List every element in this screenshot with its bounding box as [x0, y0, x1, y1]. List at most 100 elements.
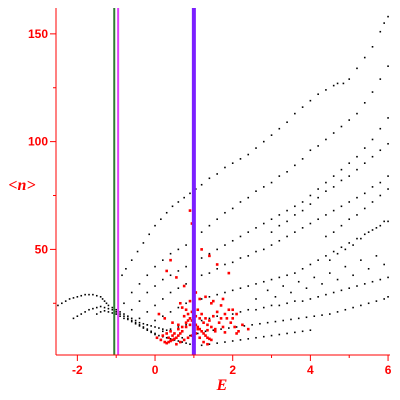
data-point [270, 244, 273, 246]
data-point [297, 280, 300, 283]
data-point [127, 317, 129, 320]
data-point [317, 296, 319, 298]
y-tick-label: 150 [28, 27, 48, 41]
data-point [224, 211, 226, 214]
data-point [255, 190, 257, 192]
data-point [301, 209, 304, 212]
data-point [76, 315, 79, 317]
data-point [189, 334, 191, 337]
highlight-point [169, 329, 172, 333]
highlight-point [171, 338, 174, 342]
data-point [88, 308, 90, 311]
highlight-point [198, 336, 201, 340]
highlight-point [213, 329, 217, 333]
data-point [342, 82, 345, 85]
highlight-point [165, 332, 168, 335]
data-point [255, 298, 257, 300]
data-point [367, 231, 370, 233]
data-point [309, 263, 312, 266]
data-point [325, 235, 327, 238]
data-point [332, 291, 335, 294]
data-point [189, 343, 191, 346]
data-point [360, 259, 362, 261]
highlight-point [206, 336, 209, 340]
data-point [115, 313, 117, 315]
highlight-point [196, 325, 200, 329]
data-point [95, 306, 98, 309]
data-point [68, 298, 71, 300]
data-point [154, 285, 156, 287]
highlight-point [200, 329, 203, 333]
data-point [329, 259, 331, 261]
data-point [309, 329, 312, 332]
data-point [270, 304, 273, 307]
data-point [200, 344, 203, 347]
data-point [88, 293, 90, 296]
data-point [216, 248, 218, 251]
highlight-point [196, 308, 200, 312]
data-point [107, 304, 110, 307]
highlight-point [178, 332, 182, 335]
highlight-point [227, 271, 231, 275]
data-point [332, 132, 335, 134]
data-point [286, 220, 288, 223]
data-point [270, 134, 273, 136]
highlight-point [204, 317, 207, 320]
data-point [208, 343, 211, 346]
data-point [127, 318, 129, 321]
highlight-point [208, 254, 211, 258]
data-point [321, 314, 323, 316]
highlight-point [211, 299, 215, 303]
data-point [344, 308, 347, 311]
data-point [363, 102, 366, 104]
data-point [325, 255, 327, 257]
data-point [387, 296, 389, 298]
data-point [103, 306, 106, 309]
data-point [177, 340, 180, 342]
data-point [57, 304, 59, 307]
data-point [169, 338, 172, 340]
highlight-point [161, 334, 165, 337]
data-point [286, 235, 288, 238]
data-point [228, 327, 230, 329]
data-point [138, 300, 141, 302]
data-point [208, 317, 211, 320]
data-point [325, 181, 327, 184]
data-point [301, 300, 304, 302]
data-point [363, 147, 366, 149]
data-point [146, 324, 149, 326]
highlight-point [215, 310, 219, 314]
data-point [294, 231, 296, 233]
data-point [103, 310, 106, 312]
data-point [162, 259, 164, 261]
data-point [340, 224, 343, 227]
data-point [371, 155, 374, 158]
highlight-point [177, 323, 180, 327]
data-point [317, 93, 319, 96]
data-point [165, 329, 168, 332]
highlight-point [235, 332, 238, 335]
data-point [154, 224, 156, 227]
data-point [185, 244, 187, 246]
data-point [379, 194, 382, 197]
data-point [371, 46, 374, 48]
data-point [278, 127, 281, 130]
data-point [305, 316, 308, 319]
data-point [169, 328, 172, 330]
data-point [220, 328, 222, 330]
data-point [84, 293, 86, 296]
data-point [375, 300, 378, 302]
highlight-point [210, 338, 213, 342]
x-tick-label: 6 [385, 363, 392, 377]
data-point [162, 278, 164, 281]
data-point [309, 149, 312, 152]
data-point [379, 127, 382, 130]
data-point [336, 82, 339, 85]
data-point [301, 330, 304, 333]
data-point [216, 218, 218, 221]
data-point [169, 252, 172, 255]
data-point [325, 89, 327, 91]
data-point [317, 218, 319, 221]
data-point [375, 255, 378, 257]
data-point [105, 302, 108, 305]
